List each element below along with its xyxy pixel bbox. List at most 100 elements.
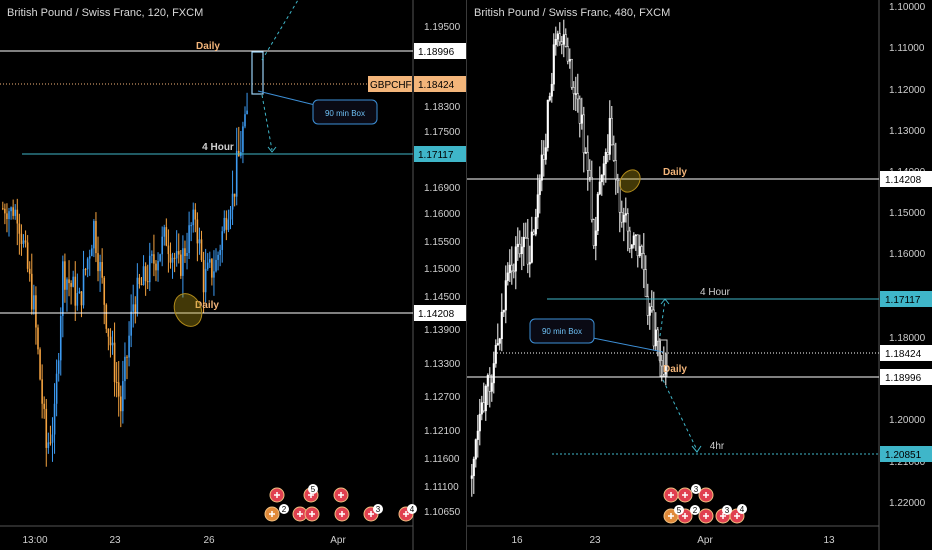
left-candle-body [186,253,188,257]
right-price-tag: 1.20851 [880,446,932,462]
left-candle-body [97,253,99,272]
right-candle-body [532,231,535,235]
right-callout-box [529,318,595,344]
left-candle-body [33,295,35,310]
right-candle-body [556,33,559,40]
left-candle-body [113,342,116,383]
left-y-tick-label: 1.13900 [424,325,461,336]
right-candle-body [618,180,621,213]
right-candle-body [520,246,523,255]
left-candle-body [47,442,50,448]
left-event-badge [407,504,417,514]
left-candle-body [57,360,60,374]
right-event-badge-count: 5 [677,506,682,515]
left-price-tag: 1.18996 [414,43,466,59]
right-candle-body [530,231,533,263]
left-chart-canvas[interactable]: 1.195001.189001.183001.175001.169001.160… [0,0,466,550]
left-candle-body [88,256,91,259]
right-candle-body [582,114,585,154]
left-event-badge [373,504,383,514]
left-candle-body [119,396,122,412]
right-candle-body [554,39,557,45]
right-price-tag: 1.18424 [880,345,932,361]
left-candle-body [53,403,56,435]
right-price-tag-bg [880,171,932,187]
left-y-tick-label: 1.17500 [424,127,461,138]
right-candle-body [600,174,603,183]
right-price-tag-bg [880,446,932,462]
left-x-tick-label: 26 [203,535,215,546]
right-price-tag: 1.14208 [880,171,932,187]
left-candle-body [49,442,52,444]
right-candle-body [488,374,491,392]
left-candle-body [8,211,10,220]
left-candle-body [246,110,248,115]
left-candle-body [51,434,54,443]
right-y-tick-label: 1.12000 [889,85,926,96]
right-candle-body [510,264,513,272]
right-price-tag-bg [880,345,932,361]
right-candle-body [614,160,617,179]
left-candle-body [14,209,17,216]
left-chart-title: British Pound / Swiss Franc, 120, FXCM [7,7,204,19]
left-price-tag: 1.17117 [414,146,466,162]
left-projection-arrowhead [267,146,277,153]
right-highlight-ellipse [619,169,641,193]
right-candle-body [562,34,565,45]
right-candle-body [536,194,539,218]
right-candle-body [628,230,631,249]
left-candle-body [22,240,25,244]
right-candle-body [560,41,563,45]
right-candle-body [654,329,657,347]
right-y-tick-label: 1.21000 [889,457,926,468]
left-candle-body [64,261,66,290]
right-chart-canvas[interactable]: 1.100001.110001.120001.130001.140001.150… [467,0,932,550]
left-y-tick-label: 1.13300 [424,359,461,370]
right-candle-body [604,152,607,164]
right-candle-body [626,213,629,232]
right-candle-body [538,180,541,195]
left-candle-body [43,403,45,409]
left-candle-body [173,257,176,259]
left-candle-body [235,150,238,197]
left-candle-body [18,223,21,234]
right-candle-body [612,144,615,161]
right-candle-body [544,147,547,160]
left-candle-body [55,373,58,404]
pane-divider[interactable] [466,0,467,550]
left-candle-body [37,327,39,350]
left-y-tick-label: 1.10650 [424,507,461,518]
right-candle-body [496,343,499,346]
left-x-tick-label: 23 [109,535,121,546]
left-candle-body [124,356,126,382]
left-chart-pane[interactable]: 1.195001.189001.183001.175001.169001.160… [0,0,466,550]
right-candle-body [596,193,599,232]
left-candle-body [213,271,215,278]
right-candle-body [570,59,573,88]
right-chart-pane[interactable]: 1.100001.110001.120001.130001.140001.150… [467,0,932,550]
right-candle-body [526,238,529,265]
left-candle-body [196,219,199,244]
right-y-tick-label: 1.18000 [889,333,926,344]
left-candle-body [82,269,85,306]
left-callout-box [312,99,378,125]
left-candle-body [109,336,112,346]
left-y-tick-label: 1.19500 [424,22,461,33]
right-candle-body [650,306,653,311]
left-candle-body [194,209,197,220]
right-x-tick-label: 13 [823,535,835,546]
left-candle-body [93,221,95,249]
left-event-badge-count: 2 [282,505,287,514]
right-candle-body [504,280,507,311]
left-price-tag: 1.14208 [414,305,466,321]
left-highlight-ellipse [173,293,203,327]
right-candle-body [474,439,477,460]
left-candle-body [76,293,79,306]
left-candle-body [2,208,4,210]
left-candle-body [177,251,180,255]
left-candle-body [84,269,87,271]
left-callout-label: 90 min Box [325,109,365,118]
right-candle-body [592,219,595,246]
left-candle-body [26,242,29,269]
right-candle-body [610,118,613,146]
